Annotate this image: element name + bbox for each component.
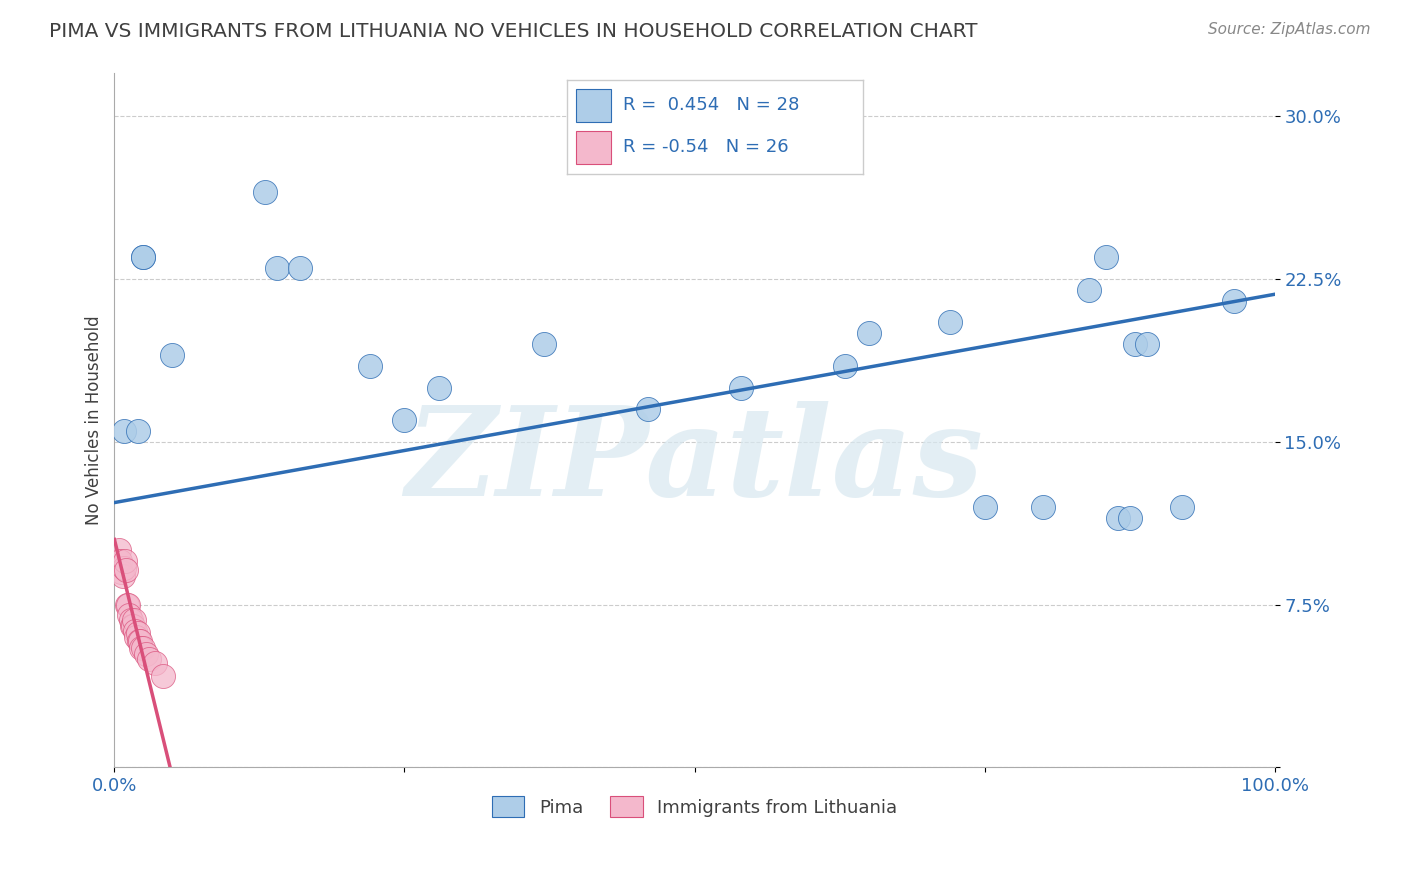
Text: Source: ZipAtlas.com: Source: ZipAtlas.com (1208, 22, 1371, 37)
Point (834, 359, 856, 373)
Point (120, 613, 142, 627)
Point (132, 251, 155, 265)
Point (115, 563, 138, 577)
Point (1118, 510, 1140, 524)
Point (1095, 251, 1118, 265)
Point (288, 261, 311, 276)
Point (122, 613, 145, 627)
Point (1223, 293, 1246, 308)
Point (533, 337, 555, 351)
Point (110, 565, 132, 579)
Point (135, 648, 157, 662)
Point (143, 656, 166, 670)
Point (858, 326, 880, 341)
Point (117, 598, 139, 612)
Point (132, 251, 155, 265)
Point (1032, 500, 1054, 514)
Point (108, 543, 131, 558)
Point (124, 624, 146, 638)
Point (162, 348, 184, 362)
Point (111, 569, 134, 583)
Point (254, 186, 277, 200)
Point (800, 120, 823, 135)
Point (115, 598, 138, 612)
Point (121, 619, 143, 633)
Point (1136, 337, 1159, 351)
Text: ZIPatlas: ZIPatlas (405, 401, 984, 523)
Point (129, 640, 152, 655)
Point (152, 669, 174, 683)
Point (359, 359, 381, 373)
Point (394, 413, 416, 427)
Point (114, 554, 136, 568)
Point (107, 554, 129, 568)
Point (127, 424, 149, 438)
Point (118, 608, 141, 623)
Point (637, 402, 659, 417)
Point (129, 634, 152, 648)
Point (1125, 337, 1147, 351)
Point (1107, 510, 1129, 524)
Point (112, 560, 135, 574)
Point (266, 261, 288, 276)
Point (132, 640, 155, 655)
Point (939, 316, 962, 330)
Point (1078, 283, 1101, 297)
Y-axis label: No Vehicles in Household: No Vehicles in Household (86, 315, 103, 524)
Point (128, 634, 150, 648)
Point (730, 381, 752, 395)
Point (973, 500, 995, 514)
Point (127, 625, 149, 640)
Point (1171, 500, 1194, 514)
Point (125, 630, 148, 644)
Point (138, 652, 160, 666)
Point (122, 619, 145, 633)
Text: PIMA VS IMMIGRANTS FROM LITHUANIA NO VEHICLES IN HOUSEHOLD CORRELATION CHART: PIMA VS IMMIGRANTS FROM LITHUANIA NO VEH… (49, 22, 977, 41)
Legend: Pima, Immigrants from Lithuania: Pima, Immigrants from Lithuania (485, 789, 904, 824)
Point (112, 424, 135, 438)
Point (427, 381, 450, 395)
Point (108, 554, 131, 568)
